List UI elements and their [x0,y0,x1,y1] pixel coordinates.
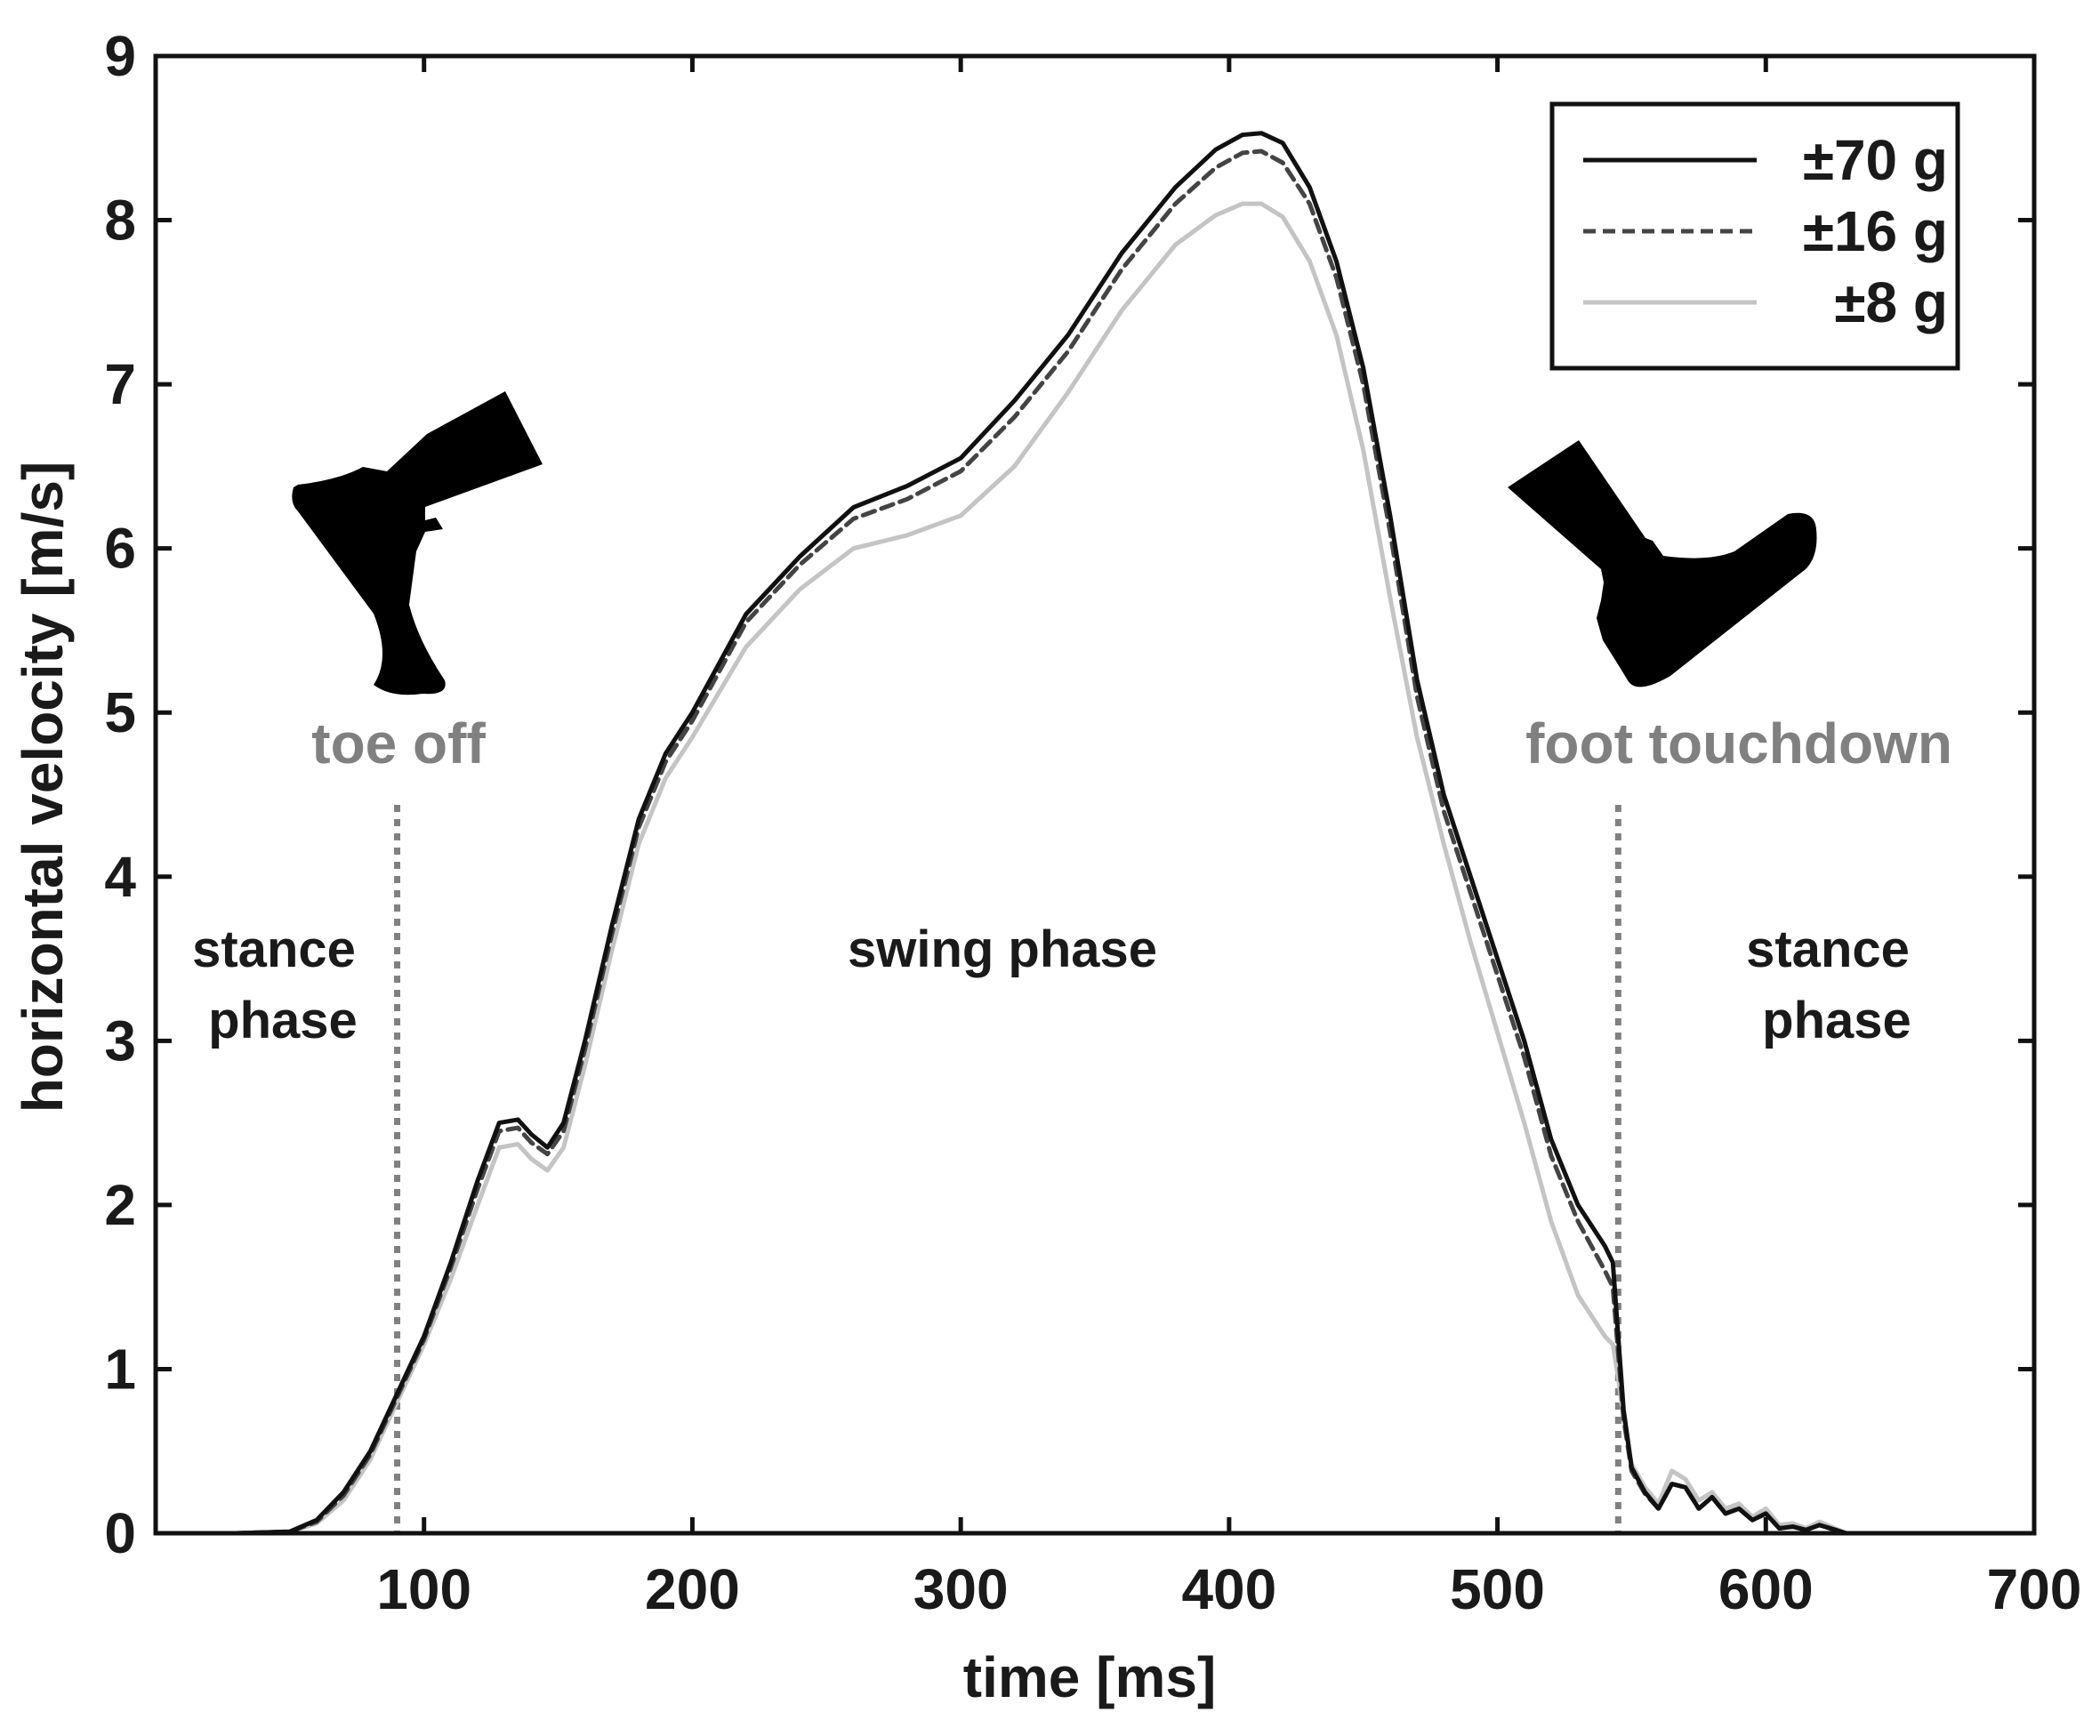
stance-phase-left-line2: phase [208,992,358,1049]
y-tick-label: 2 [104,1173,136,1237]
toe-off-label: toe off [311,711,486,776]
legend-label-0: ±70 g [1803,128,1948,192]
x-tick-label: 100 [376,1557,471,1621]
x-tick-label: 700 [1987,1557,2082,1621]
legend-label-2: ±8 g [1834,270,1948,334]
swing-phase-label: swing phase [848,920,1157,978]
series-line-0 [153,131,1863,1536]
series-line-2 [153,201,1863,1536]
x-axis-title: time [ms] [963,1645,1217,1709]
stance-phase-right-line1: stance [1746,920,1910,978]
x-tick-label: 200 [645,1557,740,1621]
y-tick-label: 8 [104,189,136,253]
y-tick-label: 0 [104,1501,136,1565]
series-group [153,131,1863,1536]
x-tick-label: 400 [1181,1557,1276,1621]
y-tick-label: 3 [104,1009,136,1073]
legend-box [1549,101,1960,371]
x-axis: 100 200 300 400 500 600 700 [376,56,2081,1621]
stance-phase-left-line1: stance [192,920,356,978]
y-tick-label: 9 [104,24,136,88]
legend: ±70 g ±16 g ±8 g [1549,101,1960,371]
x-tick-label: 500 [1450,1557,1545,1621]
x-tick-label: 600 [1718,1557,1814,1621]
y-tick-label: 1 [104,1337,136,1401]
foot-touchdown-icon [1508,440,1817,687]
legend-items: ±70 g ±16 g ±8 g [1583,128,1948,334]
y-tick-label: 5 [104,680,136,744]
plot-frame [153,53,2037,1536]
stance-phase-right-line2: phase [1762,992,1911,1049]
y-tick-label: 6 [104,517,136,581]
x-tick-label: 300 [913,1557,1009,1621]
y-axis-title: horizontal velocity [m/s] [11,462,75,1113]
foot-touchdown-label: foot touchdown [1525,711,1952,776]
y-tick-label: 4 [104,845,136,909]
foot-toe-off-icon [292,391,543,695]
legend-label-1: ±16 g [1803,199,1948,263]
y-tick-label: 7 [104,352,136,416]
